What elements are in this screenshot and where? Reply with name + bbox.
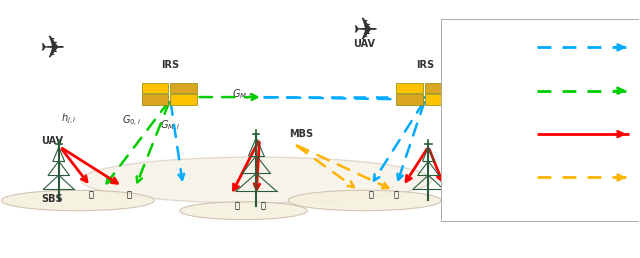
Text: Reflected Signal (MW): Reflected Signal (MW) [451,86,551,95]
Ellipse shape [1,190,154,211]
Text: 📱: 📱 [369,191,374,200]
FancyBboxPatch shape [441,19,639,221]
Text: Reflected Signal (MW): Reflected Signal (MW) [451,43,551,52]
Ellipse shape [81,157,431,203]
Text: ✈: ✈ [352,17,378,46]
Text: IRS: IRS [161,60,179,70]
Text: $h_{j,i}$: $h_{j,i}$ [61,112,76,126]
Text: 📱: 📱 [235,201,239,210]
Text: 📱: 📱 [260,201,265,210]
Text: SBS Signal (mmW): SBS Signal (mmW) [451,130,535,139]
Ellipse shape [180,202,307,220]
Text: 📱: 📱 [126,191,131,200]
Text: $G_{0,i}$: $G_{0,i}$ [122,114,141,129]
Bar [396,94,423,105]
Bar [141,94,168,105]
Bar [425,94,452,105]
Ellipse shape [288,190,441,211]
Text: ✈: ✈ [40,35,65,63]
Bar [170,94,197,105]
Bar [425,83,452,93]
Text: UAV: UAV [42,136,63,146]
Bar [141,83,168,93]
Text: 📱: 📱 [88,191,93,200]
Text: IRS: IRS [416,60,434,70]
Bar [170,83,197,93]
Text: UAV: UAV [354,39,376,49]
Text: $G_{M,i}$: $G_{M,i}$ [160,119,180,134]
Text: 📱: 📱 [394,191,399,200]
Text: MBS: MBS [289,129,313,139]
Text: $G_{M,0}$: $G_{M,0}$ [232,88,255,103]
Text: SBS: SBS [42,194,63,204]
Bar [396,83,423,93]
Text: SBSs interference (mmW): SBSs interference (mmW) [451,173,568,182]
